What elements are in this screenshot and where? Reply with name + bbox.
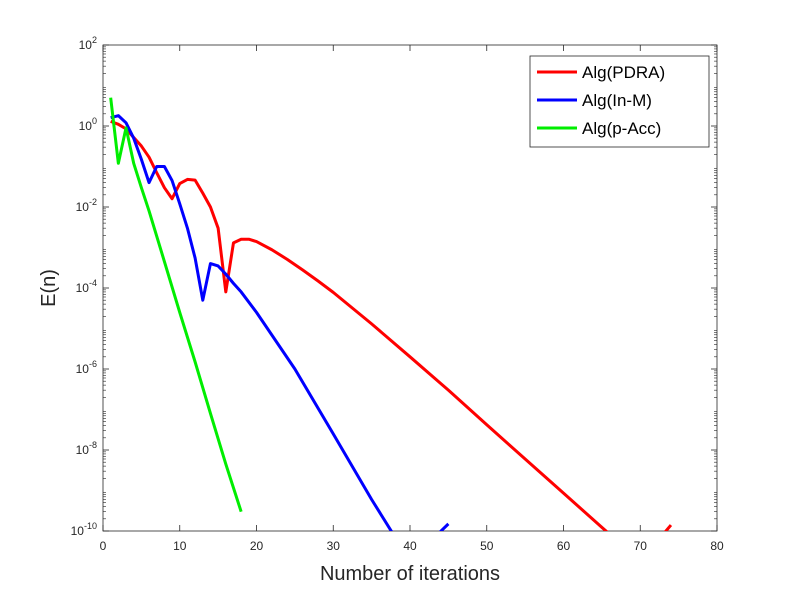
series-group [109, 97, 673, 531]
y-tick-base: 10 [76, 362, 90, 376]
x-tick-label: 80 [710, 539, 724, 553]
x-tick-label: 20 [250, 539, 264, 553]
y-tick-label: 10-10 [71, 521, 97, 538]
x-tick-label: 60 [557, 539, 571, 553]
legend-label: Alg(p-Acc) [582, 119, 661, 138]
y-tick-exponent: -2 [89, 197, 97, 207]
series-line-alg-pdra [110, 119, 673, 531]
x-tick-label: 40 [403, 539, 417, 553]
series-line-alg-in-m [110, 114, 450, 531]
y-axis-label: E(n) [38, 269, 60, 307]
y-tick-exponent: -10 [84, 521, 97, 531]
x-tick-label: 0 [100, 539, 107, 553]
y-tick-base: 10 [79, 119, 93, 133]
y-tick-label: 10-4 [76, 278, 97, 295]
legend[interactable]: Alg(PDRA) Alg(In-M) Alg(p-Acc) [529, 55, 710, 148]
y-tick-exponent: -6 [89, 359, 97, 369]
y-tick-base: 10 [71, 524, 85, 538]
y-tick-exponent: 0 [92, 116, 97, 126]
series-line-alg-p-acc [109, 97, 243, 513]
legend-label: Alg(In-M) [582, 91, 652, 110]
y-tick-base: 10 [79, 38, 93, 52]
series-layer [109, 97, 673, 531]
y-tick-label: 10-8 [76, 440, 97, 457]
y-tick-label: 10-6 [76, 359, 97, 376]
y-tick-base: 10 [76, 200, 90, 214]
y-tick-label: 10-2 [76, 197, 97, 214]
x-tick-label: 50 [480, 539, 494, 553]
x-tick-label: 10 [173, 539, 187, 553]
x-tick-label: 70 [634, 539, 648, 553]
y-tick-exponent: 2 [92, 35, 97, 45]
y-tick-base: 10 [76, 443, 90, 457]
y-tick-exponent: -8 [89, 440, 97, 450]
x-tick-label: 30 [327, 539, 341, 553]
legend-label: Alg(PDRA) [582, 63, 665, 82]
x-axis-label: Number of iterations [320, 563, 500, 585]
y-tick-exponent: -4 [89, 278, 97, 288]
y-tick-label: 100 [79, 116, 97, 133]
legend-entries: Alg(PDRA) Alg(In-M) Alg(p-Acc) [537, 63, 665, 138]
ticks-layer: 0 10 20 30 40 50 60 70 8010-1010-810-610-410-210… [71, 35, 724, 553]
y-tick-label: 102 [79, 35, 97, 52]
y-tick-base: 10 [76, 281, 90, 295]
